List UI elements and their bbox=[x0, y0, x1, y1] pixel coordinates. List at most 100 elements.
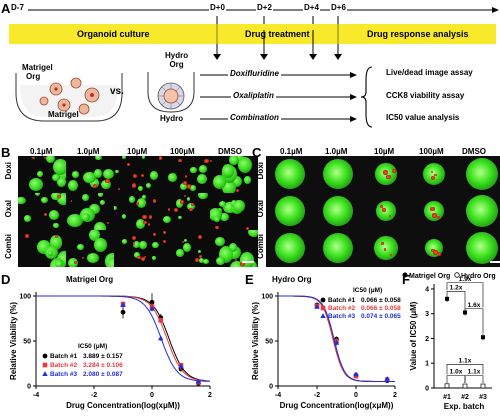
drug-oxaliplatin: Oxaliplatin bbox=[231, 91, 276, 100]
dead-cell bbox=[181, 241, 184, 244]
b-image-r3-c1 bbox=[18, 230, 66, 267]
b-conc-4: DMSO bbox=[218, 147, 242, 156]
organoid bbox=[229, 156, 239, 166]
x-axis-label: Drug Concentration(log(xμM)) bbox=[66, 401, 180, 410]
y-axis-label: Relative Viability (%) bbox=[9, 302, 18, 380]
organoid bbox=[189, 185, 196, 191]
bracket-bottom-23-label: 1.1x bbox=[468, 369, 481, 376]
legend-marker bbox=[320, 297, 326, 303]
legend-ic50: 0.066 ± 0.058 bbox=[361, 297, 401, 304]
dead-cell bbox=[240, 261, 245, 267]
panel-label-c: C bbox=[252, 145, 262, 160]
legend-label: Batch #1 bbox=[328, 297, 355, 304]
legend-marker bbox=[42, 353, 48, 359]
organoid bbox=[89, 203, 100, 215]
organoid bbox=[223, 201, 238, 214]
legend-marker bbox=[42, 362, 48, 368]
organoid bbox=[152, 241, 160, 249]
b-image-r1-c3 bbox=[114, 156, 162, 193]
bracket-top-13-label: 1.9x bbox=[459, 276, 472, 283]
b-image-r1-c2 bbox=[66, 156, 114, 193]
c-image-r1-c4 bbox=[410, 156, 458, 193]
organoid bbox=[190, 167, 197, 173]
label-d0: D+0 bbox=[209, 3, 226, 12]
organoid bbox=[48, 210, 59, 221]
spheroid bbox=[423, 200, 445, 222]
b-conc-2: 10µM bbox=[127, 147, 148, 156]
organoid bbox=[47, 250, 54, 256]
dead-cell bbox=[433, 250, 438, 255]
data-point-hydro bbox=[480, 383, 486, 389]
dead-cell bbox=[431, 176, 436, 181]
dead-cell bbox=[144, 256, 147, 259]
organoid bbox=[214, 215, 220, 223]
organoid bbox=[152, 255, 156, 261]
organoid bbox=[67, 214, 84, 228]
vs-label: vs. bbox=[110, 86, 124, 97]
matrigel-org-label: Matrigel Org bbox=[22, 63, 53, 81]
c-image-r3-c1 bbox=[266, 230, 314, 267]
c-image-r2-c4 bbox=[410, 193, 458, 230]
dead-cell bbox=[143, 220, 147, 225]
dead-cell bbox=[24, 233, 29, 238]
organoid bbox=[221, 163, 235, 178]
b-image-r2-c5 bbox=[210, 193, 258, 230]
organoid bbox=[45, 156, 55, 164]
b-image-r1-c1 bbox=[18, 156, 66, 193]
c-conc-2: 10µM bbox=[374, 147, 395, 156]
data-point bbox=[158, 335, 164, 341]
organoid bbox=[142, 194, 146, 199]
organoid bbox=[244, 176, 251, 184]
legend-ic50: 0.074 ± 0.065 bbox=[361, 313, 401, 320]
b-image-r3-c5 bbox=[210, 230, 258, 267]
dead-cell bbox=[74, 260, 78, 264]
c-image-r2-c2 bbox=[314, 193, 362, 230]
x-tick-label: 2 bbox=[208, 392, 212, 399]
dead-cell bbox=[132, 183, 137, 188]
organoid bbox=[198, 193, 208, 200]
dead-cell bbox=[204, 158, 209, 164]
phase-treatment: Drug treatment bbox=[245, 29, 310, 39]
dead-cell bbox=[118, 187, 120, 190]
assay-live-dead: Live/dead image assay bbox=[386, 68, 473, 77]
organoid bbox=[183, 239, 187, 243]
dead-cell bbox=[81, 256, 84, 259]
c-conc-1: 1.0µM bbox=[325, 147, 348, 156]
x-tick-label: #1 bbox=[443, 394, 451, 401]
c-image-r3-c5 bbox=[458, 230, 500, 267]
bracket-top-23-label: 1.6x bbox=[468, 302, 481, 309]
data-point-matrigel bbox=[463, 310, 467, 315]
ic50-header: IC50 (μM) bbox=[78, 343, 107, 350]
organoid bbox=[95, 156, 102, 161]
b-image-r3-c4 bbox=[162, 230, 210, 267]
dead-cell bbox=[438, 252, 442, 256]
dead-cell bbox=[32, 156, 36, 160]
dead-cell bbox=[380, 205, 383, 208]
organoid bbox=[176, 198, 184, 208]
data-point-matrigel bbox=[481, 335, 485, 340]
e-title: Hydro Org bbox=[272, 275, 312, 284]
data-point bbox=[314, 304, 320, 309]
bracket-top-23 bbox=[464, 308, 484, 334]
dead-cell bbox=[391, 168, 397, 174]
b-image-r2-c2 bbox=[66, 193, 114, 230]
dead-cell bbox=[383, 170, 388, 175]
dead-cell bbox=[148, 215, 153, 219]
organoid bbox=[145, 182, 152, 189]
dead-cell bbox=[386, 174, 391, 180]
organoid bbox=[71, 171, 80, 178]
organoid bbox=[129, 196, 135, 203]
c-conc-0: 0.1µM bbox=[280, 147, 303, 156]
arrow-d6-head bbox=[334, 54, 342, 60]
panel-label-b: B bbox=[1, 145, 11, 160]
dead-cell bbox=[93, 184, 98, 189]
organoid bbox=[132, 241, 140, 249]
b-row-doxi: Doxi bbox=[4, 162, 13, 180]
organoid bbox=[121, 214, 127, 220]
label-d2: D+2 bbox=[256, 3, 273, 12]
b-conc-3: 100µM bbox=[170, 147, 195, 156]
organoid bbox=[103, 168, 114, 179]
data-point-matrigel bbox=[445, 296, 449, 301]
data-point bbox=[353, 371, 359, 377]
legend-label: Batch #2 bbox=[50, 362, 77, 369]
